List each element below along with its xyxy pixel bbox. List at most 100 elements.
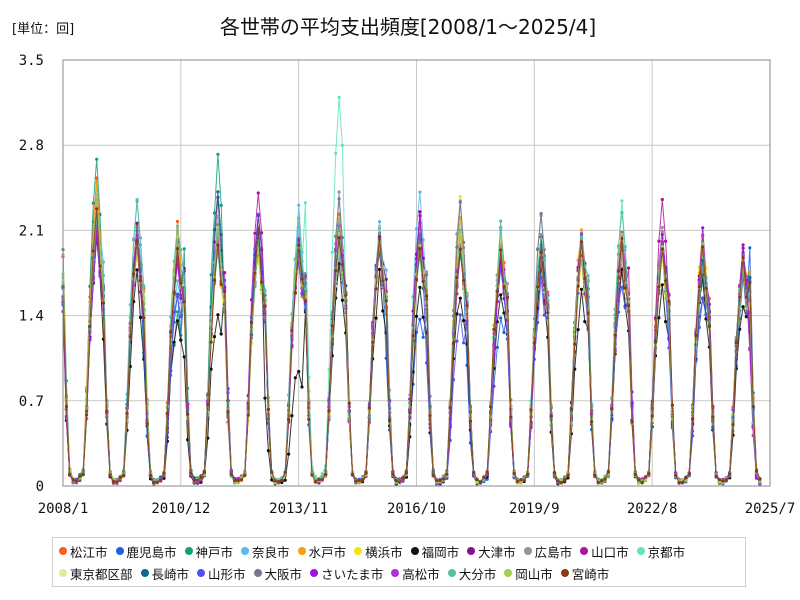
data-point xyxy=(287,417,291,421)
legend-marker xyxy=(447,569,456,577)
data-point xyxy=(664,291,668,295)
data-point xyxy=(249,321,254,325)
data-point xyxy=(717,478,722,482)
data-point xyxy=(280,480,284,485)
data-point xyxy=(515,479,520,484)
data-point xyxy=(694,334,698,338)
data-point xyxy=(606,470,611,474)
data-point xyxy=(350,472,355,476)
data-point xyxy=(206,402,210,406)
data-point xyxy=(347,401,351,406)
data-point xyxy=(627,266,631,270)
data-point xyxy=(485,470,489,474)
data-point xyxy=(209,273,213,277)
data-point xyxy=(738,327,742,331)
data-point xyxy=(266,449,270,453)
y-tick-label: 0.7 xyxy=(19,394,44,410)
data-point xyxy=(542,283,547,287)
data-point xyxy=(731,423,735,427)
data-point xyxy=(260,246,264,251)
data-point xyxy=(223,278,227,282)
data-point xyxy=(563,478,567,482)
data-point xyxy=(489,405,493,409)
data-point xyxy=(428,413,432,417)
legend-item: 東京都区部 xyxy=(59,562,133,584)
data-point xyxy=(219,332,223,336)
data-point xyxy=(303,275,307,279)
data-point xyxy=(744,315,749,319)
data-point xyxy=(303,201,307,205)
data-point xyxy=(297,216,301,220)
data-point xyxy=(320,477,324,481)
data-point xyxy=(293,257,297,261)
data-point xyxy=(623,306,627,310)
data-point xyxy=(142,284,146,288)
data-point xyxy=(179,281,183,285)
data-point xyxy=(701,297,705,301)
data-point xyxy=(196,478,200,482)
legend-label: 大分市 xyxy=(458,566,497,582)
data-point xyxy=(677,480,681,485)
data-point xyxy=(135,268,139,272)
data-point xyxy=(418,190,422,194)
legend-label: 福岡市 xyxy=(421,544,460,560)
x-tick-label: 2022/8 xyxy=(627,501,678,517)
data-point xyxy=(115,480,119,484)
legend-item: 松江市 xyxy=(59,540,108,562)
data-point xyxy=(88,324,92,328)
data-point xyxy=(748,280,752,284)
data-point xyxy=(377,267,382,272)
legend-label: 長崎市 xyxy=(151,566,190,582)
data-point xyxy=(472,470,476,475)
data-point xyxy=(172,291,176,295)
data-point xyxy=(546,311,550,315)
data-point xyxy=(559,478,563,482)
data-point xyxy=(202,470,206,475)
data-point xyxy=(297,203,301,207)
data-point xyxy=(596,480,600,485)
data-point xyxy=(95,181,99,185)
data-point xyxy=(125,411,129,415)
data-point xyxy=(142,316,146,320)
data-point xyxy=(175,319,180,323)
data-point xyxy=(502,330,506,335)
data-point xyxy=(448,405,452,409)
data-point xyxy=(643,475,648,479)
data-point xyxy=(613,307,617,311)
data-point xyxy=(135,239,139,243)
data-point xyxy=(660,245,664,249)
legend-label: 松江市 xyxy=(70,544,108,560)
data-point xyxy=(462,278,466,283)
data-point xyxy=(623,245,627,249)
legend-item: 山口市 xyxy=(580,540,629,562)
data-point xyxy=(549,414,553,418)
data-point xyxy=(680,480,685,484)
data-point xyxy=(418,317,422,321)
data-point xyxy=(728,472,732,476)
data-point xyxy=(384,299,388,303)
data-point xyxy=(223,271,227,275)
data-point xyxy=(748,348,752,352)
data-point xyxy=(310,473,314,477)
data-point xyxy=(344,293,348,297)
data-point xyxy=(179,338,183,342)
legend-marker xyxy=(410,547,419,555)
data-point xyxy=(303,299,307,303)
legend-item: 大津市 xyxy=(467,540,516,562)
data-point xyxy=(256,191,260,195)
data-point xyxy=(687,472,691,476)
data-point xyxy=(445,472,449,476)
data-point xyxy=(536,268,540,272)
y-tick-label: 0 xyxy=(36,479,44,495)
data-point xyxy=(216,313,220,317)
data-point xyxy=(337,221,341,225)
data-point xyxy=(337,231,341,236)
data-point xyxy=(411,333,415,338)
data-point xyxy=(495,345,499,349)
data-point xyxy=(111,479,116,483)
data-point xyxy=(542,313,547,317)
data-point xyxy=(418,210,422,214)
data-point xyxy=(152,480,156,484)
data-point xyxy=(189,471,193,475)
data-point xyxy=(199,480,203,484)
